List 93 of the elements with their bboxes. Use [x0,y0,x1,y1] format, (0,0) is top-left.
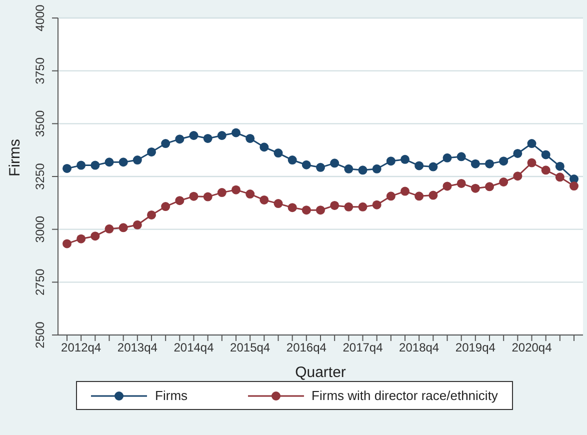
x-tick-label: 2018q4 [399,340,440,355]
x-tick-label: 2020q4 [512,340,552,355]
legend-label: Firms with director race/ethnicity [310,388,498,403]
point [400,186,410,196]
point [386,156,396,166]
x-tick-label: 2015q4 [230,340,270,355]
point [90,160,100,170]
point [260,142,269,152]
point [470,184,480,193]
y-tick-label: 3500 [33,110,47,138]
point [541,166,550,175]
point [217,188,226,198]
y-tick-label: 3250 [33,162,47,190]
point [203,192,212,202]
point [344,202,354,212]
point [555,172,564,182]
point [344,164,354,174]
point [147,147,156,156]
x-tick-label: 2014q4 [174,340,214,355]
point [527,139,536,148]
point [358,202,368,212]
point [104,224,114,234]
y-tick-label: 2500 [33,321,47,348]
point [62,239,72,248]
x-tick-label: 2013q4 [117,340,158,355]
point [428,162,438,172]
point [414,161,424,170]
legend-label: Firms [154,388,188,403]
x-tick-label: 2019q4 [455,340,496,355]
point [288,203,297,212]
point [372,164,382,174]
point [118,158,128,167]
point [260,195,269,204]
y-tick-label: 2750 [33,268,47,296]
point [302,160,311,170]
point [175,134,184,144]
point [147,210,156,220]
point [118,223,128,232]
point [485,159,494,168]
point [372,200,382,210]
point [302,206,311,215]
point [175,196,184,206]
point [288,156,297,165]
point [76,234,86,244]
point [499,177,508,186]
point [570,182,578,191]
point [414,192,424,201]
point [246,134,255,143]
point [386,192,396,201]
y-axis-title: Firms [6,139,24,176]
point [527,158,536,168]
point [456,152,466,162]
point [161,139,170,148]
point [442,153,452,162]
point [485,182,494,192]
point [470,159,480,168]
point [232,128,240,138]
y-tick-label: 3000 [33,216,47,243]
point [246,190,255,199]
point [104,158,114,167]
point [132,156,142,165]
point [161,202,170,212]
point [555,162,564,171]
point [203,134,212,143]
point [76,160,86,170]
point [217,131,226,140]
point [513,148,522,158]
point [62,164,72,173]
point [428,190,438,200]
point [541,150,550,160]
point [330,200,340,210]
point [456,178,466,188]
x-tick-label: 2017q4 [342,340,384,355]
point [316,162,325,172]
point [189,192,198,201]
point [274,148,283,158]
x-axis-title: Quarter [295,364,346,381]
point [316,206,325,215]
point [232,185,240,194]
point [330,158,340,168]
point [274,199,283,208]
point [442,182,452,191]
y-tick-label: 3750 [33,57,47,84]
point [132,220,142,230]
point [90,232,100,241]
point [499,156,508,166]
x-tick-label: 2012q4 [61,340,102,355]
point [189,131,198,140]
point [400,154,410,164]
x-tick-label: 2016q4 [286,340,327,355]
y-tick-label: 4000 [33,4,47,32]
point [358,166,368,175]
point [513,172,522,181]
